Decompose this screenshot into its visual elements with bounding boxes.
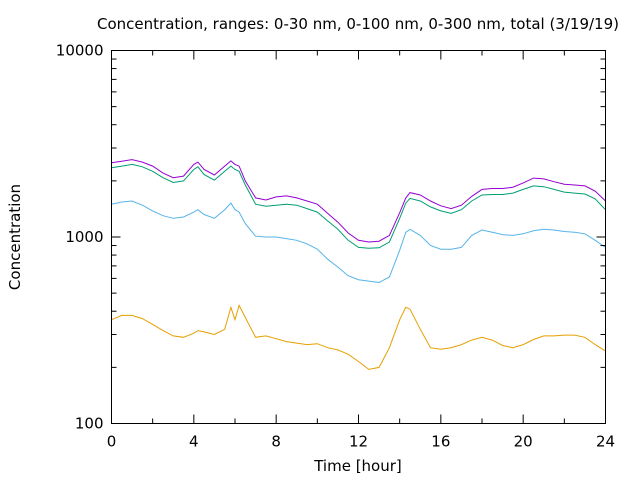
x-tick-label: 8 bbox=[271, 433, 281, 451]
x-tick-label: 12 bbox=[349, 433, 368, 451]
series-line-3 bbox=[111, 200, 606, 284]
chart-title: Concentration, ranges: 0-30 nm, 0-100 nm… bbox=[97, 15, 619, 33]
series-line-2 bbox=[111, 163, 606, 249]
y-tick-label: 1000 bbox=[65, 228, 103, 246]
x-tick-label: 24 bbox=[596, 433, 615, 451]
x-tick-label: 4 bbox=[189, 433, 199, 451]
x-tick-label: 16 bbox=[431, 433, 450, 451]
y-tick-label: 100 bbox=[75, 415, 104, 433]
y-axis-ticks: 100 1000 10000 bbox=[56, 42, 606, 433]
x-axis-label: Time [hour] bbox=[313, 457, 402, 475]
x-tick-label: 0 bbox=[107, 433, 117, 451]
y-tick-label: 10000 bbox=[56, 42, 104, 60]
x-axis-ticks: 0 4 8 12 16 20 24 bbox=[107, 50, 615, 451]
y-axis-label: Concentration bbox=[6, 184, 24, 290]
plot-frame bbox=[111, 50, 606, 424]
x-tick-label: 20 bbox=[514, 433, 533, 451]
series-line-4 bbox=[111, 304, 606, 370]
series-layer bbox=[111, 159, 606, 370]
series-line-1 bbox=[111, 159, 606, 243]
